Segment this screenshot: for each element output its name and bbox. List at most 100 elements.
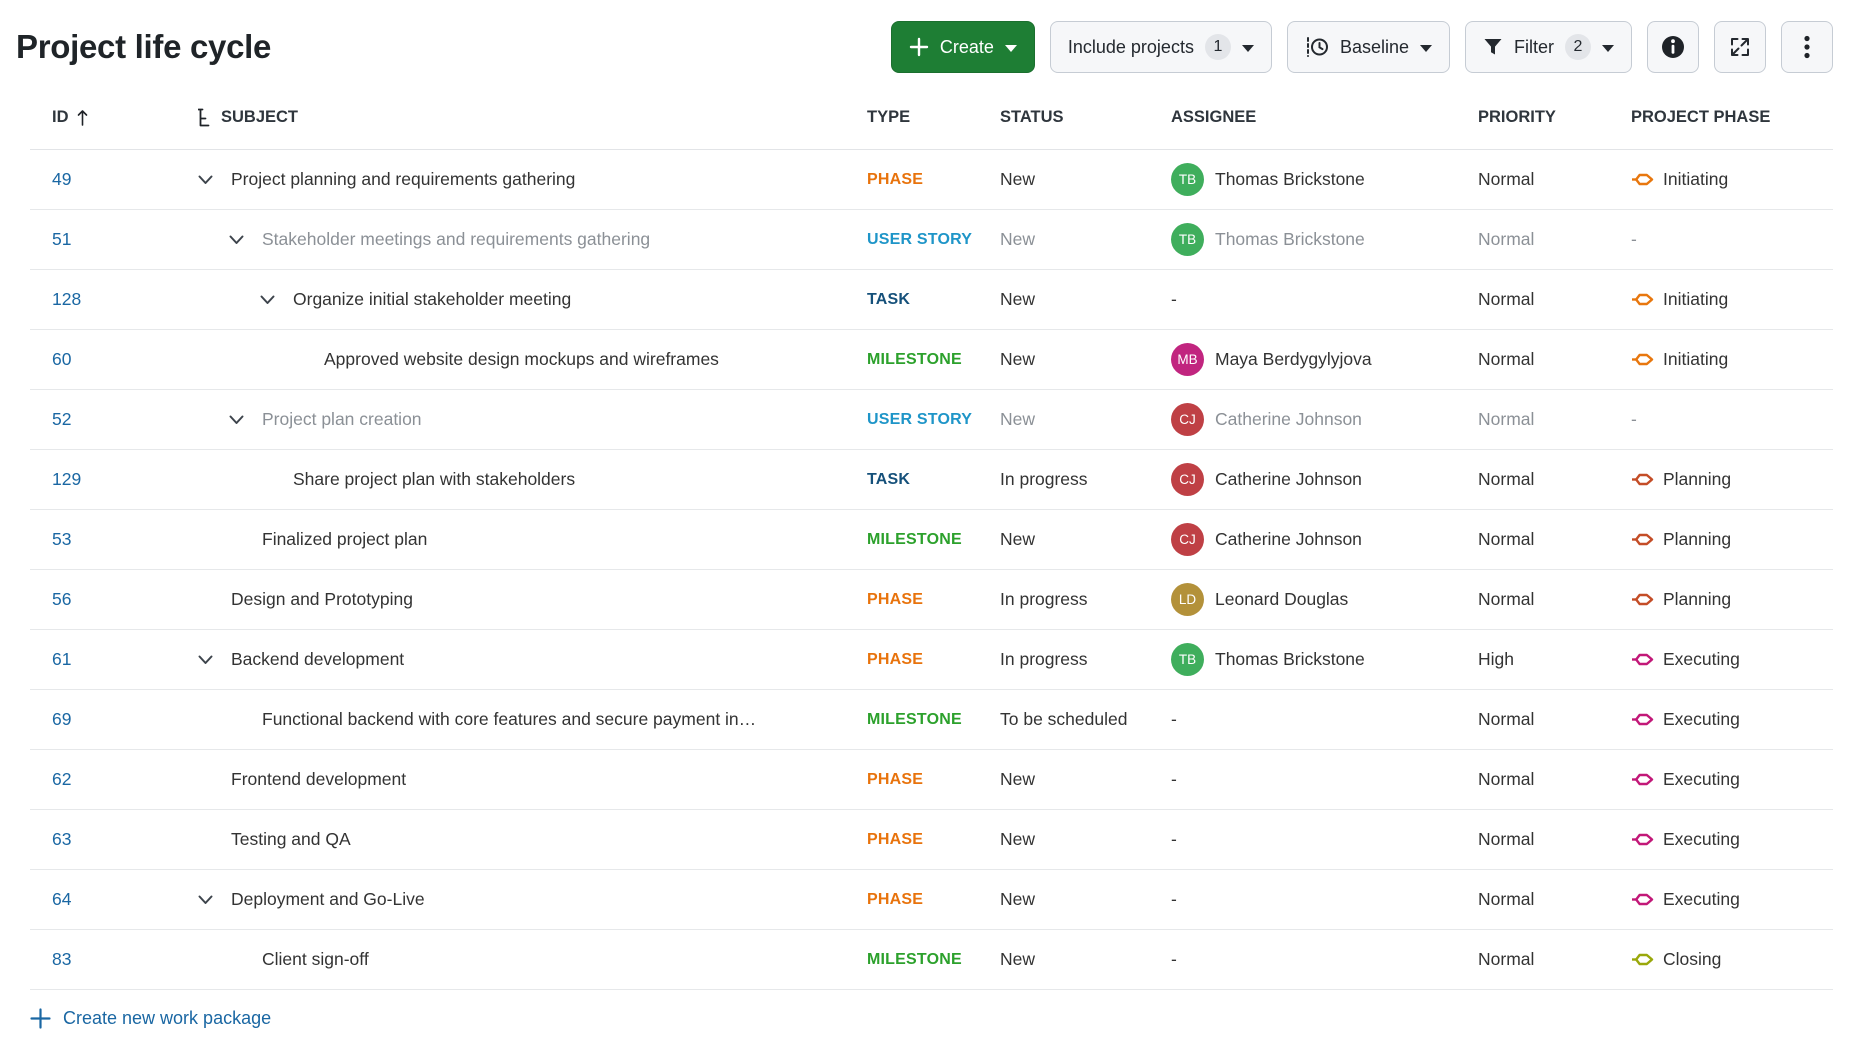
priority-label[interactable]: Normal	[1478, 829, 1535, 849]
status-label[interactable]: New	[1000, 289, 1036, 309]
work-package-id-link[interactable]: 129	[52, 469, 82, 489]
collapse-chevron-icon[interactable]	[198, 655, 213, 665]
type-label[interactable]: PHASE	[867, 650, 924, 668]
project-phase-cell[interactable]: Initiating	[1631, 169, 1833, 190]
type-label[interactable]: PHASE	[867, 890, 924, 908]
work-package-subject[interactable]: Share project plan with stakeholders	[293, 469, 576, 489]
assignee-cell[interactable]: TB Thomas Brickstone	[1171, 643, 1478, 676]
status-label[interactable]: New	[1000, 529, 1036, 549]
status-label[interactable]: New	[1000, 169, 1036, 189]
priority-label[interactable]: Normal	[1478, 229, 1535, 249]
collapse-chevron-icon[interactable]	[198, 895, 213, 905]
assignee-cell[interactable]: -	[1171, 289, 1478, 310]
table-row[interactable]: 56 Design and Prototyping PHASE In progr…	[30, 570, 1833, 630]
column-header-subject[interactable]: SUBJECT	[198, 108, 867, 127]
column-header-project-phase[interactable]: PROJECT PHASE	[1631, 108, 1833, 127]
filter-button[interactable]: Filter 2	[1465, 21, 1632, 73]
work-package-id-link[interactable]: 61	[52, 649, 72, 669]
assignee-cell[interactable]: -	[1171, 709, 1478, 730]
work-package-subject[interactable]: Stakeholder meetings and requirements ga…	[262, 229, 651, 249]
assignee-cell[interactable]: -	[1171, 889, 1478, 910]
status-label[interactable]: New	[1000, 229, 1036, 249]
work-package-subject[interactable]: Backend development	[231, 649, 405, 669]
type-label[interactable]: MILESTONE	[867, 950, 962, 968]
status-label[interactable]: In progress	[1000, 649, 1088, 669]
assignee-cell[interactable]: MB Maya Berdygylyjova	[1171, 343, 1478, 376]
work-package-subject[interactable]: Client sign-off	[262, 949, 369, 969]
column-header-id[interactable]: ID	[52, 108, 198, 127]
project-phase-cell[interactable]: Planning	[1631, 529, 1833, 550]
priority-label[interactable]: Normal	[1478, 289, 1535, 309]
status-label[interactable]: New	[1000, 409, 1036, 429]
column-header-type[interactable]: TYPE	[867, 108, 1000, 127]
project-phase-cell[interactable]: Planning	[1631, 469, 1833, 490]
work-package-id-link[interactable]: 63	[52, 829, 72, 849]
table-row[interactable]: 69 Functional backend with core features…	[30, 690, 1833, 750]
table-row[interactable]: 60 Approved website design mockups and w…	[30, 330, 1833, 390]
status-label[interactable]: To be scheduled	[1000, 709, 1128, 729]
work-package-id-link[interactable]: 56	[52, 589, 72, 609]
type-label[interactable]: TASK	[867, 470, 911, 488]
type-label[interactable]: MILESTONE	[867, 710, 962, 728]
priority-label[interactable]: Normal	[1478, 409, 1535, 429]
work-package-subject[interactable]: Functional backend with core features an…	[262, 709, 757, 729]
table-row[interactable]: 53 Finalized project plan MILESTONE New …	[30, 510, 1833, 570]
work-package-subject[interactable]: Testing and QA	[231, 829, 351, 849]
table-row[interactable]: 62 Frontend development PHASE New - Norm…	[30, 750, 1833, 810]
assignee-cell[interactable]: -	[1171, 769, 1478, 790]
type-label[interactable]: PHASE	[867, 830, 924, 848]
create-new-work-package-link[interactable]: Create new work package	[30, 1008, 271, 1029]
table-row[interactable]: 49 Project planning and requirements gat…	[30, 150, 1833, 210]
info-button[interactable]	[1647, 21, 1699, 73]
priority-label[interactable]: Normal	[1478, 529, 1535, 549]
type-label[interactable]: PHASE	[867, 770, 924, 788]
column-header-assignee[interactable]: ASSIGNEE	[1171, 108, 1478, 127]
status-label[interactable]: New	[1000, 769, 1036, 789]
collapse-chevron-icon[interactable]	[229, 415, 244, 425]
collapse-chevron-icon[interactable]	[260, 295, 275, 305]
work-package-subject[interactable]: Project plan creation	[262, 409, 422, 429]
work-package-subject[interactable]: Approved website design mockups and wire…	[324, 349, 719, 369]
table-row[interactable]: 61 Backend development PHASE In progress…	[30, 630, 1833, 690]
priority-label[interactable]: Normal	[1478, 349, 1535, 369]
project-phase-cell[interactable]: Executing	[1631, 709, 1833, 730]
work-package-subject[interactable]: Project planning and requirements gather…	[231, 169, 576, 189]
work-package-subject[interactable]: Deployment and Go-Live	[231, 889, 425, 909]
table-row[interactable]: 129 Share project plan with stakeholders…	[30, 450, 1833, 510]
assignee-cell[interactable]: LD Leonard Douglas	[1171, 583, 1478, 616]
baseline-button[interactable]: Baseline	[1286, 21, 1450, 73]
work-package-subject[interactable]: Finalized project plan	[262, 529, 428, 549]
type-label[interactable]: PHASE	[867, 170, 924, 188]
project-phase-cell[interactable]: Executing	[1631, 829, 1833, 850]
create-button[interactable]: Create	[890, 21, 1035, 73]
assignee-cell[interactable]: CJ Catherine Johnson	[1171, 463, 1478, 496]
project-phase-cell[interactable]: Closing	[1631, 949, 1833, 970]
status-label[interactable]: New	[1000, 349, 1036, 369]
priority-label[interactable]: Normal	[1478, 169, 1535, 189]
priority-label[interactable]: Normal	[1478, 709, 1535, 729]
priority-label[interactable]: Normal	[1478, 589, 1535, 609]
table-row[interactable]: 83 Client sign-off MILESTONE New - Norma…	[30, 930, 1833, 990]
work-package-subject[interactable]: Frontend development	[231, 769, 407, 789]
work-package-id-link[interactable]: 83	[52, 949, 72, 969]
include-projects-button[interactable]: Include projects 1	[1049, 21, 1272, 73]
type-label[interactable]: TASK	[867, 290, 911, 308]
project-phase-cell[interactable]: -	[1631, 409, 1833, 430]
project-phase-cell[interactable]: Executing	[1631, 649, 1833, 670]
work-package-id-link[interactable]: 52	[52, 409, 72, 429]
status-label[interactable]: New	[1000, 889, 1036, 909]
work-package-subject[interactable]: Organize initial stakeholder meeting	[293, 289, 572, 309]
table-row[interactable]: 63 Testing and QA PHASE New - Normal Exe…	[30, 810, 1833, 870]
column-header-priority[interactable]: PRIORITY	[1478, 108, 1631, 127]
assignee-cell[interactable]: -	[1171, 829, 1478, 850]
type-label[interactable]: PHASE	[867, 590, 924, 608]
priority-label[interactable]: Normal	[1478, 469, 1535, 489]
assignee-cell[interactable]: TB Thomas Brickstone	[1171, 163, 1478, 196]
status-label[interactable]: New	[1000, 829, 1036, 849]
work-package-id-link[interactable]: 69	[52, 709, 72, 729]
status-label[interactable]: In progress	[1000, 589, 1088, 609]
assignee-cell[interactable]: -	[1171, 949, 1478, 970]
project-phase-cell[interactable]: Planning	[1631, 589, 1833, 610]
table-row[interactable]: 51 Stakeholder meetings and requirements…	[30, 210, 1833, 270]
type-label[interactable]: MILESTONE	[867, 530, 962, 548]
